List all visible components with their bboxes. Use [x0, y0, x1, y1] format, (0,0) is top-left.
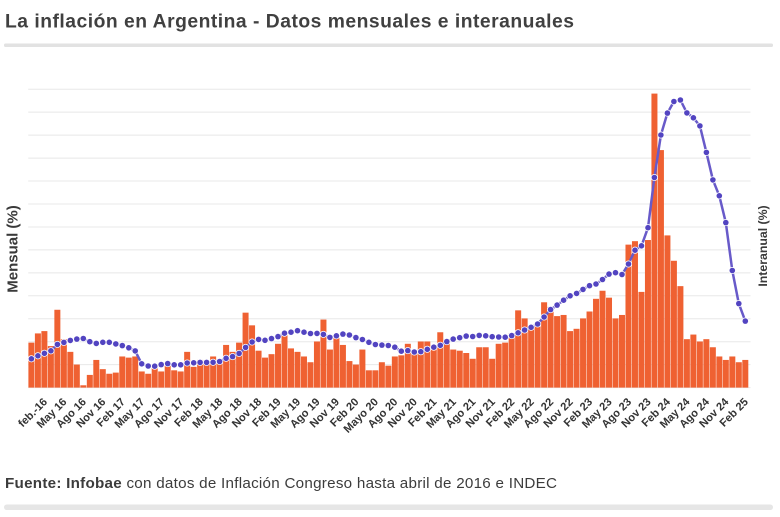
svg-text:Interanual (%): Interanual (%) [756, 205, 770, 286]
svg-text:La inflación en Argentina - Da: La inflación en Argentina - Datos mensua… [5, 12, 574, 33]
svg-text:Fuente: Infobae con datos de I: Fuente: Infobae con datos de Inflación C… [5, 475, 557, 492]
svg-text:Mensual (%): Mensual (%) [5, 205, 22, 293]
